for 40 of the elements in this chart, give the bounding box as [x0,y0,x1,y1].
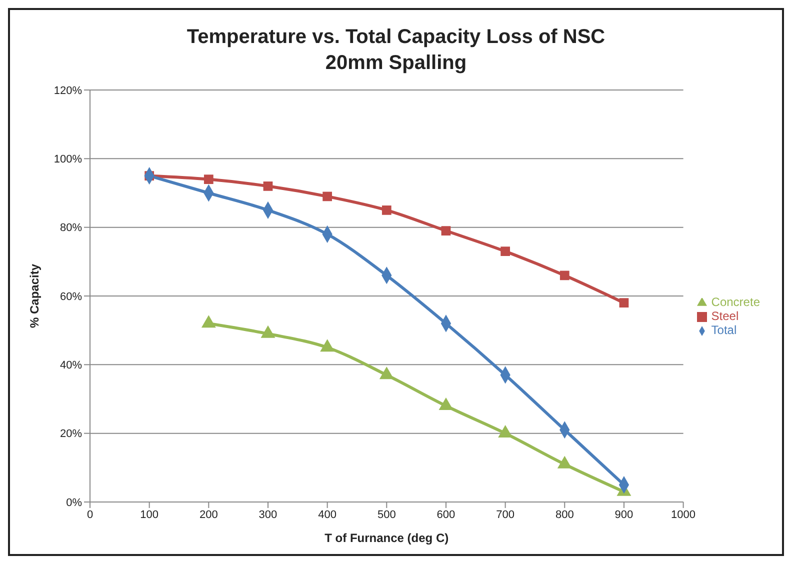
point [439,398,453,410]
y-tick-label: 40% [60,360,82,372]
y-axis-title: % Capacity [27,264,42,328]
point [320,340,334,352]
legend-label: Steel [711,309,739,323]
point [619,298,629,308]
y-tick-label: 120% [54,84,82,97]
point [441,226,451,236]
point [380,367,394,380]
legend-label: Concrete [711,295,760,309]
y-tick-label: 100% [54,154,82,166]
point [204,174,214,184]
chart-subtitle: 20mm Spalling [324,51,468,76]
x-tick-label: 400 [318,508,336,521]
point [382,205,392,215]
x-axis-title: T of Furnance (deg C) [324,531,449,545]
y-tick-label: 80% [60,222,82,234]
x-tick-label: 900 [614,508,634,521]
x-tick-label: 0 [86,508,94,521]
x-tick-label: 1000 [671,508,696,521]
point [202,316,216,328]
x-tick-label: 800 [555,508,574,521]
point [263,181,273,191]
legend-label: Total [711,323,737,337]
y-tick-label: 0% [66,496,82,509]
x-tick-label: 200 [199,508,218,521]
x-tick-label: 300 [258,508,278,521]
chart-title: Temperature vs. Total Capacity Loss of NSC [186,25,606,50]
point [498,425,512,438]
y-tick-label: 60% [60,290,82,303]
x-tick-label: 600 [436,508,456,521]
point [500,246,510,256]
x-tick-label: 700 [496,508,514,521]
point [560,270,570,280]
x-tick-label: 500 [377,508,396,521]
point [261,326,275,338]
point [558,456,572,468]
x-tick-label: 100 [140,508,159,521]
point [322,192,332,202]
y-tick-label: 20% [60,428,82,440]
